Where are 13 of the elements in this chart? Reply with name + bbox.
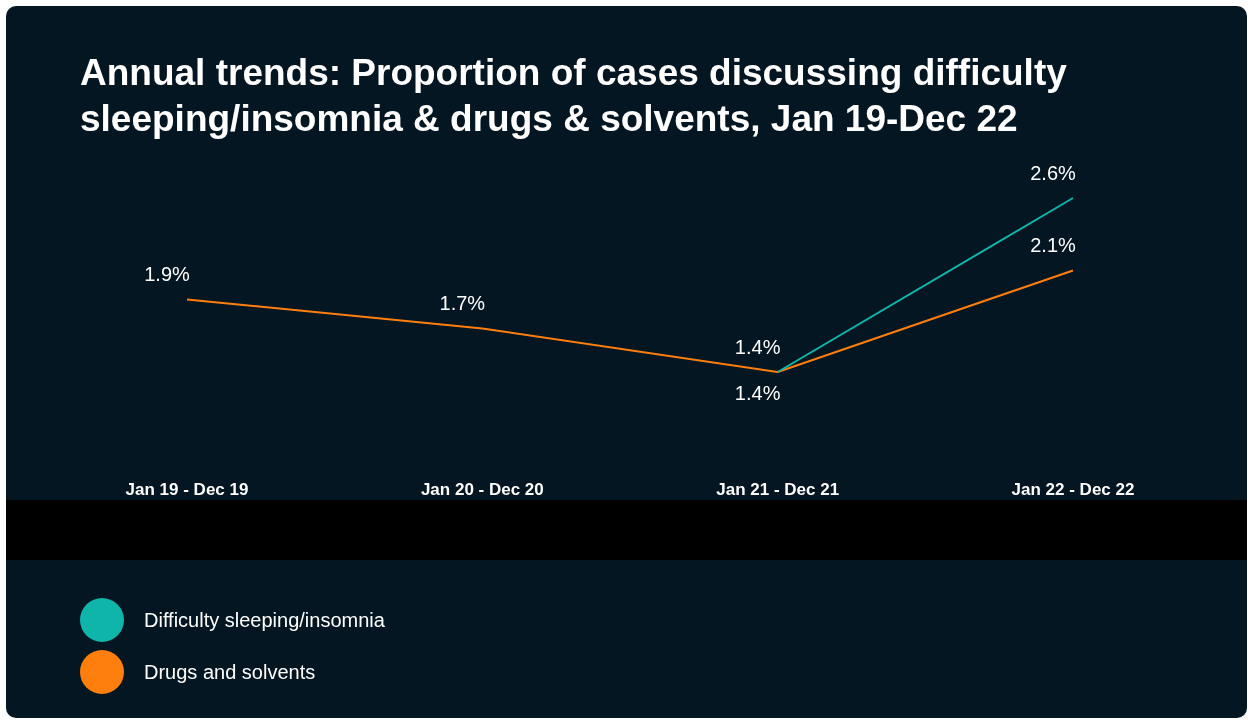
x-tick-label: Jan 19 - Dec 19	[125, 479, 249, 499]
data-label: 1.9%	[144, 263, 191, 286]
data-label: 2.6%	[1030, 161, 1076, 184]
x-tick-label: Jan 22 - Dec 22	[1011, 479, 1135, 499]
chart-title: Annual trends: Proportion of cases discussing difficulty sleeping/insomnia & drugs & solvents, Jan 19-Dec 22	[80, 51, 1068, 141]
data-label: 1.4%	[734, 335, 781, 358]
data-label: 2.1%	[1030, 234, 1076, 257]
legend-label: Drugs and solvents	[144, 660, 316, 684]
x-tick-label: Jan 20 - Dec 20	[420, 479, 544, 499]
data-label: 1.4%	[734, 381, 781, 404]
x-tick-label: Jan 21 - Dec 21	[716, 479, 840, 499]
legend-label: Difficulty sleeping/insomnia	[144, 608, 385, 632]
data-label: 1.7%	[439, 292, 486, 315]
